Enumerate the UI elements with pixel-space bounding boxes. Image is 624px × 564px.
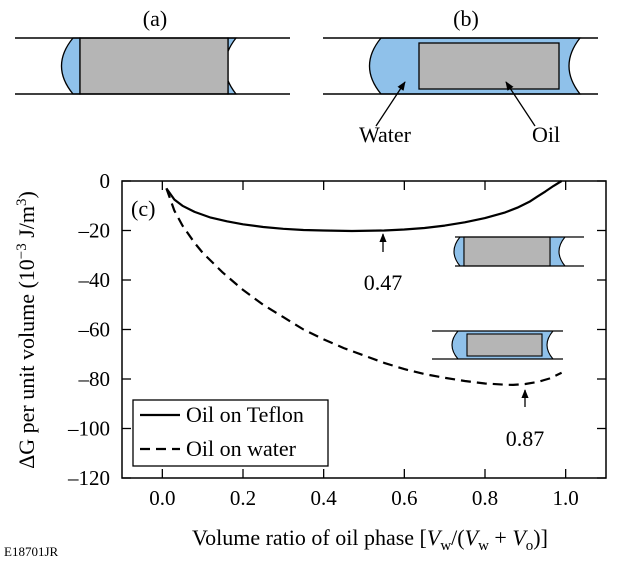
series-line-oil-on-teflon (165, 180, 563, 233)
legend-box (132, 399, 329, 467)
y-tick-label: –120 (67, 466, 110, 490)
inset-water-oil (466, 333, 543, 357)
y-axis-label-main: ΔG per unit volume (10 (14, 259, 39, 469)
y-tick-label: –100 (67, 417, 110, 441)
x-tick-label: 1.0 (553, 486, 579, 510)
y-axis-ticks: 0 –20 –40 –60 –80 –100 –120 (67, 169, 606, 490)
y-tick-label: –40 (78, 268, 111, 292)
y-axis-label-exp1: −3 (14, 243, 30, 259)
y-axis-label-end: ) (14, 191, 39, 198)
x-axis-label-mid: /( (451, 525, 464, 550)
y-tick-label: 0 (100, 169, 111, 193)
inset-teflon-water-left (453, 236, 465, 267)
x-tick-label: 0.4 (311, 486, 338, 510)
y-axis-label: ΔG per unit volume (10−3 J/m3) (14, 191, 39, 469)
y-tick-label: –60 (78, 318, 111, 342)
inset-teflon-oil (463, 236, 551, 267)
oil-label: Oil (532, 122, 560, 147)
series-layer (165, 180, 563, 386)
annotation-047-label: 0.47 (364, 270, 403, 295)
x-axis-label-sub3: o (526, 538, 534, 554)
panel-a-water-left (60, 37, 81, 95)
panel-a: (a) (15, 6, 290, 95)
water-pointer-arrow (375, 81, 406, 127)
annotation-087-label: 0.87 (506, 426, 545, 451)
panel-b-label: (b) (453, 6, 479, 31)
x-axis-label-sub2: w (478, 538, 489, 554)
x-axis-ticks: 0.0 0.2 0.4 0.6 0.8 1.0 (149, 181, 579, 510)
oil-pointer-arrow (505, 81, 536, 127)
x-tick-label: 0.6 (391, 486, 417, 510)
annotation-047: 0.47 (364, 233, 403, 295)
x-axis-label-suffix: )] (533, 525, 548, 550)
y-tick-label: –20 (78, 219, 111, 243)
annotation-087: 0.87 (506, 389, 545, 451)
inset-teflon-water-right (549, 236, 567, 267)
legend-label-oil-on-water: Oil on water (186, 436, 297, 461)
panel-b: (b) Water Oil (323, 6, 598, 147)
x-axis-label-v1: V (427, 525, 443, 550)
x-tick-label: 0.8 (472, 486, 498, 510)
series-line-oil-on-water (165, 188, 563, 386)
x-axis-label: Volume ratio of oil phase [Vw/(Vw + Vo)] (192, 525, 548, 554)
x-axis-label-sub1: w (440, 538, 451, 554)
x-tick-label: 0.0 (149, 486, 175, 510)
x-tick-label: 0.2 (230, 486, 256, 510)
x-axis-label-plus: + (489, 525, 512, 550)
x-axis-label-v3: V (512, 525, 528, 550)
x-axis-label-prefix: Volume ratio of oil phase [ (192, 525, 427, 550)
legend: Oil on Teflon Oil on water (132, 399, 329, 467)
water-label: Water (359, 122, 412, 147)
y-axis-label-exp2: 3 (14, 198, 30, 206)
panel-b-oil (418, 42, 560, 90)
panel-c-label: (c) (131, 196, 155, 221)
y-axis-label-mid: J/m (14, 206, 39, 243)
panel-a-oil (79, 37, 229, 95)
panel-a-label: (a) (143, 6, 167, 31)
legend-label-oil-on-teflon: Oil on Teflon (186, 402, 304, 427)
inset-oil-on-water-icon (432, 330, 563, 360)
chart: (c) 0.0 0.2 0.4 0.6 0.8 1.0 0 –20 –40 –60 –80 –100… (4, 169, 607, 559)
x-axis-label-v2: V (465, 525, 481, 550)
figure-id: E18701JR (4, 544, 59, 559)
inset-oil-on-teflon-icon (453, 236, 584, 267)
y-tick-label: –80 (78, 367, 111, 391)
